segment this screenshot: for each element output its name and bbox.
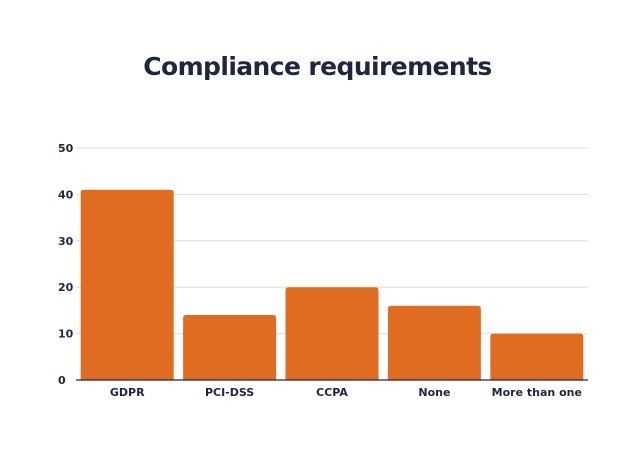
bar-gdpr: [80, 189, 174, 380]
x-axis-ticks: GDPR PCI-DSS CCPA None More than one: [110, 386, 582, 399]
y-tick-label: 0: [58, 374, 66, 387]
chart-title: Compliance requirements: [143, 52, 492, 81]
y-tick-label: 50: [58, 142, 74, 155]
bar-pci-dss: [183, 315, 277, 380]
x-tick-label: GDPR: [110, 386, 145, 399]
bar-more-than-one: [490, 333, 584, 380]
bar-ccpa: [285, 287, 379, 380]
x-tick-label: None: [418, 386, 450, 399]
y-tick-label: 20: [58, 281, 74, 294]
y-axis-ticks: 0 10 20 30 40 50: [58, 142, 74, 387]
y-tick-label: 30: [58, 235, 74, 248]
x-tick-label: PCI-DSS: [205, 386, 254, 399]
bar-none: [387, 305, 481, 380]
y-tick-label: 10: [58, 328, 74, 341]
x-tick-label: CCPA: [316, 386, 348, 399]
x-tick-label: More than one: [492, 386, 582, 399]
bars: [80, 189, 584, 380]
y-tick-label: 40: [58, 188, 74, 201]
